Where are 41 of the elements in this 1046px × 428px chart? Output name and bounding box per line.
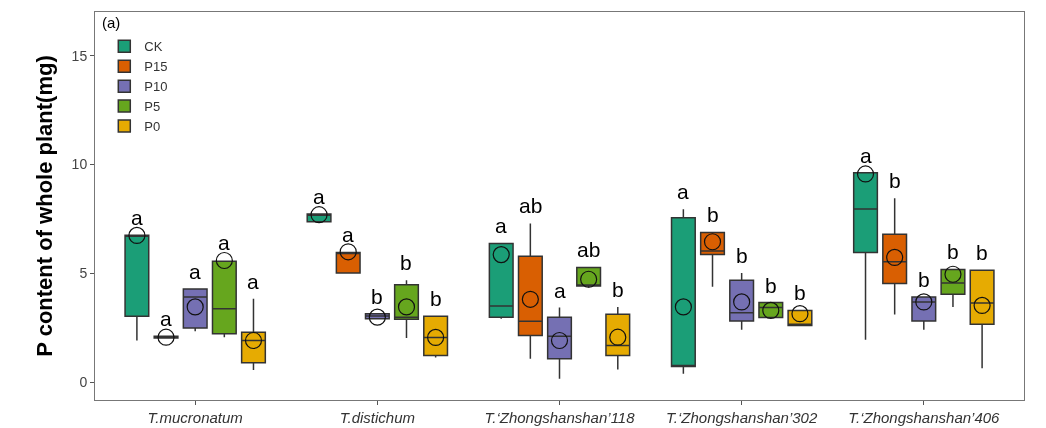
text: a [218,231,230,254]
x-tick-label: T.‘Zhongshanshan’118 [484,409,636,426]
x-tick-label: T.‘Zhongshanshan’406 [848,409,1001,426]
x-tick-label: T.mucronatum [147,409,243,426]
legend-label: P5 [144,99,161,115]
text: ab [519,194,543,217]
text: b [371,285,383,308]
text: b [707,203,719,226]
annotation: (a) [102,14,121,31]
x-tick-label: T.‘Zhongshanshan’302 [666,409,818,426]
text: ab [577,238,601,261]
text: b [794,281,806,304]
text: a [247,270,259,293]
text: a [495,214,507,237]
y-tick-label: 15 [71,47,88,64]
y-tick-label: 5 [79,265,88,282]
y-tick-label: 10 [71,156,88,173]
text: a [160,307,172,330]
text: b [400,251,412,274]
text: a [131,206,143,229]
text: b [430,287,442,310]
text: a [342,223,354,246]
legend-label: P10 [144,79,168,95]
text: b [918,268,930,291]
text: a [860,144,872,167]
text: a [313,185,325,208]
text: a [677,180,689,203]
text: a [189,260,201,283]
text: b [976,241,988,264]
x-tick-label: T.distichum [339,409,415,426]
legend-label: P0 [144,119,161,135]
legend-label: CK [144,39,163,55]
text: b [612,278,624,301]
text: b [736,244,748,267]
y-axis-title: P content of whole plant(mg) [32,55,58,357]
text: a [554,279,566,302]
text: b [947,240,959,263]
y-tick-label: 0 [79,374,88,391]
text: b [889,169,901,192]
text: b [765,274,777,297]
legend-label: P15 [144,59,168,75]
